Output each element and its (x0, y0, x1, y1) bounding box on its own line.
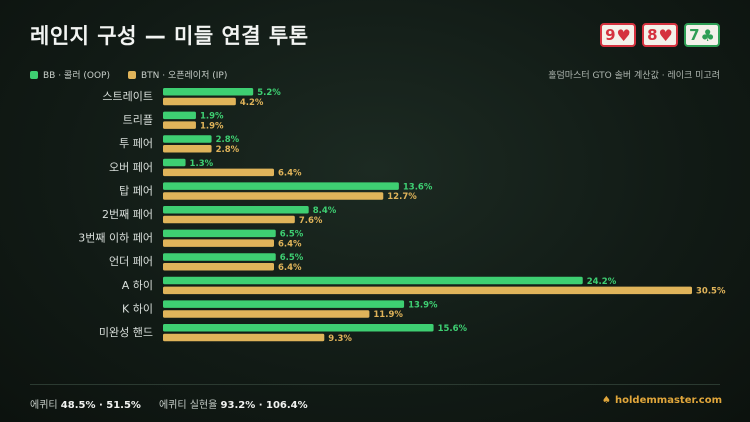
bar-bb (163, 88, 254, 96)
bar-btn (163, 333, 325, 342)
bar-value-label: 30.5% (696, 287, 726, 297)
solver-note: 홀덤마스터 GTO 솔버 계산값 · 레이크 미고려 (548, 71, 720, 81)
bar-btn (163, 168, 275, 177)
bar-value-label: 6.4% (278, 169, 302, 179)
equity-label: 에퀴티 (30, 400, 58, 411)
bar-value-label: 9.3% (328, 334, 352, 344)
bar-bb (163, 182, 399, 190)
card-rank: 8 (647, 26, 658, 44)
realization-stat: 에퀴티 실현율 93.2% · 106.4% (159, 396, 308, 411)
bar-value-label: 6.5% (280, 230, 304, 240)
category-label: 미완성 핸드 (99, 326, 153, 339)
bar-bb (163, 253, 276, 261)
chart-legend: BB · 콜러 (OOP) BTN · 오픈레이저 (IP) (30, 68, 227, 81)
category-label: 투 페어 (119, 137, 153, 150)
realization-label: 에퀴티 실현율 (158, 400, 218, 411)
category-label: 3번째 이하 페어 (78, 231, 153, 245)
category-label: 오버 페어 (109, 161, 153, 174)
category-label: K 하이 (122, 301, 153, 315)
equity-footer: 에퀴티 48.5% · 51.5% 에퀴티 실현율 93.2% · 106.4% (30, 396, 308, 411)
bar-value-label: 1.9% (200, 112, 224, 122)
legend-item-bb: BB · 콜러 (OOP) (30, 68, 110, 81)
bar-value-label: 8.4% (313, 206, 337, 216)
legend-label-btn: BTN · 오픈레이저 (IP) (140, 71, 228, 81)
legend-label-bb: BB · 콜러 (OOP) (43, 71, 110, 81)
category-label: 스트레이트 (102, 90, 153, 103)
club-icon: ♣ (700, 25, 715, 45)
bar-btn (163, 121, 196, 129)
bar-bb (163, 111, 196, 120)
board-card-2: 8 ♥ (642, 23, 678, 47)
heart-icon: ♥ (658, 25, 673, 45)
bar-btn (163, 286, 692, 295)
brand-text: holdemmaster.com (615, 395, 722, 406)
chart-title: 레인지 구성 — 미들 연결 투톤 (30, 24, 309, 48)
bar-value-label: 13.6% (403, 182, 433, 192)
board-card-1: 9 ♥ (600, 23, 636, 47)
bar-value-label: 7.6% (299, 216, 323, 226)
brand[interactable]: ♠ holdemmaster.com (602, 395, 722, 406)
bar-bb (163, 135, 212, 143)
card-rank: 9 (605, 26, 616, 44)
bar-value-label: 15.6% (438, 324, 468, 334)
category-label: 언더 페어 (109, 255, 153, 268)
category-label: 탑 페어 (119, 184, 153, 197)
equity-values: 48.5% · 51.5% (60, 400, 141, 411)
bar-value-label: 1.9% (200, 121, 224, 131)
bar-bb (163, 158, 186, 167)
category-label: A 하이 (122, 278, 153, 292)
bar-btn (163, 310, 370, 318)
board-card-3: 7 ♣ (684, 23, 720, 47)
bar-value-label: 12.7% (387, 192, 417, 202)
legend-item-btn: BTN · 오픈레이저 (IP) (127, 68, 228, 81)
bar-value-label: 24.2% (587, 277, 617, 287)
bar-bb (163, 300, 405, 308)
bar-bb (163, 276, 583, 285)
equity-stat: 에퀴티 48.5% · 51.5% (30, 396, 141, 411)
bar-value-label: 6.4% (278, 263, 302, 273)
category-label: 2번째 페어 (102, 208, 153, 221)
bar-btn (163, 263, 275, 271)
bar-btn (163, 215, 295, 224)
bar-btn (163, 97, 236, 106)
category-label: 트리플 (123, 114, 153, 127)
bar-value-label: 5.2% (257, 88, 281, 98)
legend-swatch-bb (30, 70, 38, 79)
bar-bb (163, 229, 276, 238)
legend-swatch-btn (127, 70, 136, 79)
bar-value-label: 6.5% (280, 253, 304, 263)
bar-btn (163, 145, 212, 153)
bar-value-label: 2.8% (216, 145, 240, 155)
bar-btn (163, 192, 384, 200)
bar-value-label: 6.4% (278, 239, 302, 249)
bar-value-label: 1.3% (190, 159, 214, 169)
bar-value-label: 4.2% (240, 98, 264, 108)
realization-values: 93.2% · 106.4% (220, 400, 308, 411)
card-rank: 7 (689, 26, 700, 44)
bar-bb (163, 206, 309, 214)
board-cards: 9 ♥ 8 ♥ 7 ♣ (600, 23, 720, 47)
bar-value-label: 13.9% (408, 300, 438, 310)
spade-icon: ♠ (602, 395, 612, 406)
bar-bb (163, 324, 434, 332)
heart-icon: ♥ (616, 25, 631, 45)
footer-divider (30, 384, 720, 385)
bar-btn (163, 239, 275, 247)
bar-value-label: 2.8% (216, 135, 240, 145)
bar-value-label: 11.9% (373, 310, 403, 320)
